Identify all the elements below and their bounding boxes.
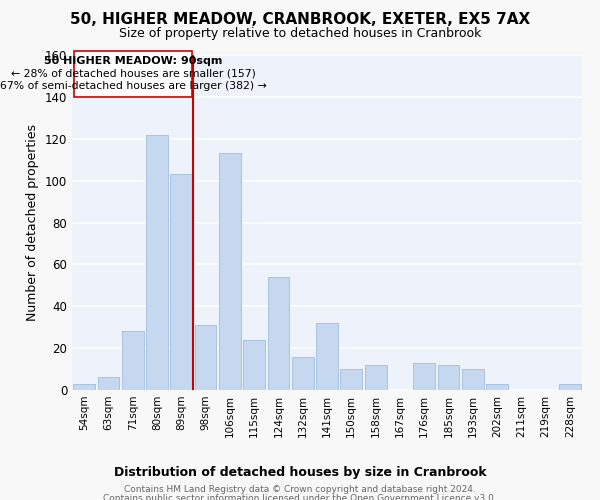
Bar (413, 363, 435, 390)
Bar (122, 332, 143, 390)
FancyBboxPatch shape (74, 51, 192, 97)
Bar (194, 325, 217, 390)
Bar (219, 154, 241, 390)
Bar (268, 277, 289, 390)
Text: Size of property relative to detached houses in Cranbrook: Size of property relative to detached ho… (119, 28, 481, 40)
Bar (73, 384, 95, 390)
Bar (97, 378, 119, 390)
Text: ← 28% of detached houses are smaller (157): ← 28% of detached houses are smaller (15… (11, 68, 256, 78)
Bar (316, 323, 338, 390)
Text: Contains HM Land Registry data © Crown copyright and database right 2024.: Contains HM Land Registry data © Crown c… (124, 485, 476, 494)
Bar (462, 369, 484, 390)
Text: Contains public sector information licensed under the Open Government Licence v3: Contains public sector information licen… (103, 494, 497, 500)
Text: Distribution of detached houses by size in Cranbrook: Distribution of detached houses by size … (113, 466, 487, 479)
Bar (340, 369, 362, 390)
Text: 67% of semi-detached houses are larger (382) →: 67% of semi-detached houses are larger (… (0, 81, 266, 91)
Bar (243, 340, 265, 390)
Bar (365, 365, 386, 390)
Bar (486, 384, 508, 390)
Text: 50 HIGHER MEADOW: 90sqm: 50 HIGHER MEADOW: 90sqm (44, 56, 222, 66)
Bar (146, 134, 168, 390)
Y-axis label: Number of detached properties: Number of detached properties (26, 124, 39, 321)
Bar (292, 356, 314, 390)
Text: 50, HIGHER MEADOW, CRANBROOK, EXETER, EX5 7AX: 50, HIGHER MEADOW, CRANBROOK, EXETER, EX… (70, 12, 530, 28)
Bar (437, 365, 460, 390)
Bar (559, 384, 581, 390)
Bar (170, 174, 192, 390)
